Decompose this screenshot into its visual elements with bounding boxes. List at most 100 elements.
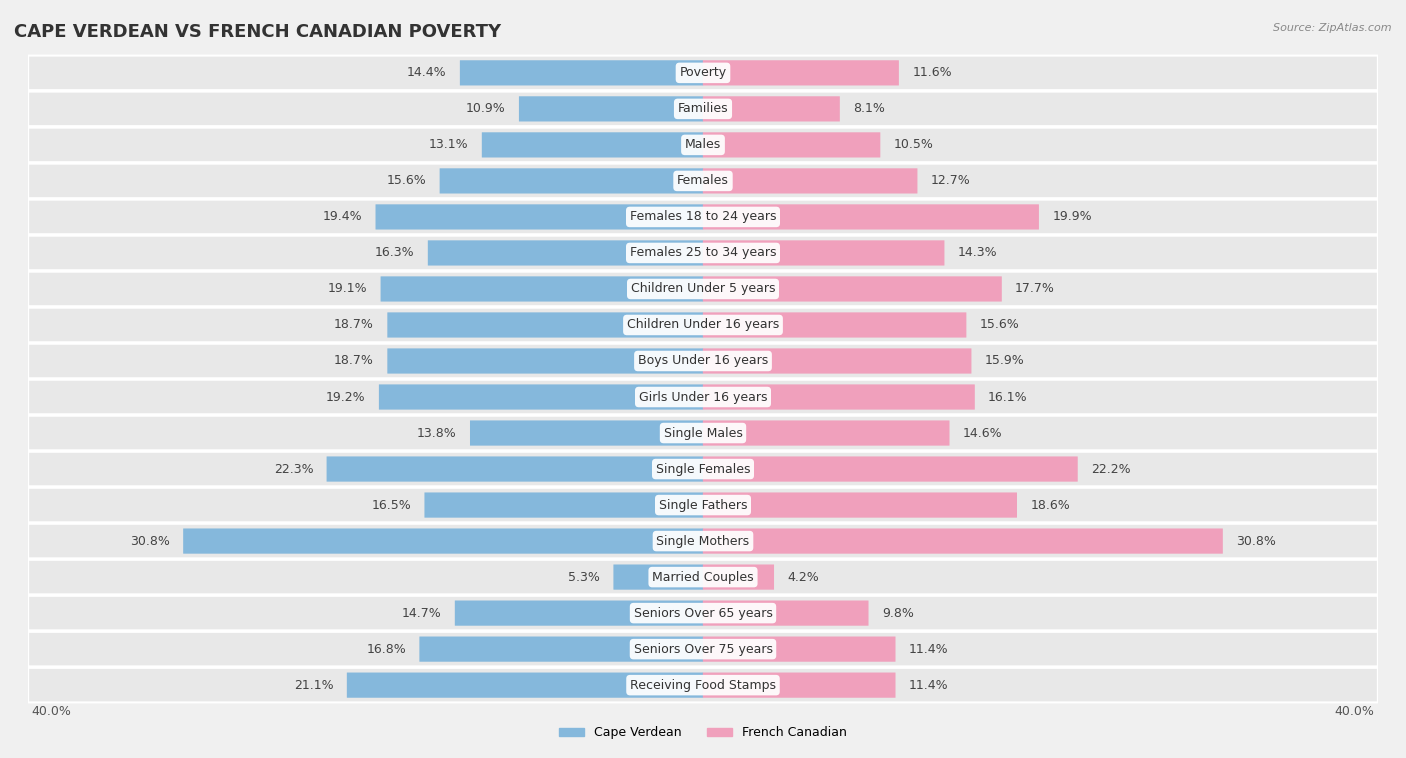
FancyBboxPatch shape <box>703 565 775 590</box>
Text: Families: Families <box>678 102 728 115</box>
Text: 16.5%: 16.5% <box>371 499 411 512</box>
FancyBboxPatch shape <box>613 565 703 590</box>
Text: Girls Under 16 years: Girls Under 16 years <box>638 390 768 403</box>
FancyBboxPatch shape <box>28 271 1378 306</box>
FancyBboxPatch shape <box>381 277 703 302</box>
FancyBboxPatch shape <box>28 92 1378 126</box>
FancyBboxPatch shape <box>482 133 703 158</box>
Text: 10.9%: 10.9% <box>465 102 506 115</box>
Text: Females 18 to 24 years: Females 18 to 24 years <box>630 211 776 224</box>
FancyBboxPatch shape <box>28 127 1378 162</box>
FancyBboxPatch shape <box>28 632 1378 666</box>
Text: 8.1%: 8.1% <box>853 102 884 115</box>
Text: 18.7%: 18.7% <box>335 355 374 368</box>
Text: Children Under 5 years: Children Under 5 years <box>631 283 775 296</box>
FancyBboxPatch shape <box>703 421 949 446</box>
Text: 19.2%: 19.2% <box>326 390 366 403</box>
Text: 13.1%: 13.1% <box>429 139 468 152</box>
Text: 17.7%: 17.7% <box>1015 283 1054 296</box>
Text: Single Females: Single Females <box>655 462 751 475</box>
FancyBboxPatch shape <box>28 452 1378 487</box>
Text: 40.0%: 40.0% <box>31 705 72 718</box>
FancyBboxPatch shape <box>28 487 1378 522</box>
FancyBboxPatch shape <box>703 493 1017 518</box>
FancyBboxPatch shape <box>28 524 1378 559</box>
FancyBboxPatch shape <box>440 168 703 193</box>
Text: Receiving Food Stamps: Receiving Food Stamps <box>630 678 776 691</box>
FancyBboxPatch shape <box>703 384 974 409</box>
Text: 40.0%: 40.0% <box>1334 705 1375 718</box>
Text: Single Fathers: Single Fathers <box>659 499 747 512</box>
FancyBboxPatch shape <box>28 55 1378 90</box>
FancyBboxPatch shape <box>28 415 1378 450</box>
FancyBboxPatch shape <box>183 528 703 553</box>
FancyBboxPatch shape <box>703 240 945 265</box>
Text: Children Under 16 years: Children Under 16 years <box>627 318 779 331</box>
Text: 15.9%: 15.9% <box>984 355 1025 368</box>
Text: 4.2%: 4.2% <box>787 571 820 584</box>
Text: Single Mothers: Single Mothers <box>657 534 749 547</box>
Text: Seniors Over 65 years: Seniors Over 65 years <box>634 606 772 619</box>
Text: Seniors Over 75 years: Seniors Over 75 years <box>634 643 772 656</box>
Text: 30.8%: 30.8% <box>129 534 170 547</box>
Text: Boys Under 16 years: Boys Under 16 years <box>638 355 768 368</box>
Text: 5.3%: 5.3% <box>568 571 600 584</box>
Text: 16.3%: 16.3% <box>375 246 415 259</box>
Text: 11.4%: 11.4% <box>908 678 949 691</box>
Text: 9.8%: 9.8% <box>882 606 914 619</box>
FancyBboxPatch shape <box>460 61 703 86</box>
FancyBboxPatch shape <box>28 164 1378 198</box>
Text: 14.3%: 14.3% <box>957 246 997 259</box>
Text: Poverty: Poverty <box>679 67 727 80</box>
FancyBboxPatch shape <box>387 312 703 337</box>
Text: 11.6%: 11.6% <box>912 67 952 80</box>
FancyBboxPatch shape <box>703 349 972 374</box>
Text: Married Couples: Married Couples <box>652 571 754 584</box>
Text: 12.7%: 12.7% <box>931 174 970 187</box>
FancyBboxPatch shape <box>703 312 966 337</box>
FancyBboxPatch shape <box>703 672 896 697</box>
Legend: Cape Verdean, French Canadian: Cape Verdean, French Canadian <box>554 722 852 744</box>
Text: 13.8%: 13.8% <box>418 427 457 440</box>
FancyBboxPatch shape <box>28 596 1378 631</box>
Text: 14.6%: 14.6% <box>963 427 1002 440</box>
Text: 22.3%: 22.3% <box>274 462 314 475</box>
Text: 19.1%: 19.1% <box>328 283 367 296</box>
Text: Males: Males <box>685 139 721 152</box>
FancyBboxPatch shape <box>425 493 703 518</box>
FancyBboxPatch shape <box>703 168 918 193</box>
FancyBboxPatch shape <box>419 637 703 662</box>
FancyBboxPatch shape <box>703 61 898 86</box>
Text: CAPE VERDEAN VS FRENCH CANADIAN POVERTY: CAPE VERDEAN VS FRENCH CANADIAN POVERTY <box>14 23 501 41</box>
FancyBboxPatch shape <box>28 343 1378 378</box>
FancyBboxPatch shape <box>519 96 703 121</box>
Text: 18.7%: 18.7% <box>335 318 374 331</box>
FancyBboxPatch shape <box>28 380 1378 415</box>
FancyBboxPatch shape <box>703 600 869 625</box>
FancyBboxPatch shape <box>427 240 703 265</box>
Text: 22.2%: 22.2% <box>1091 462 1130 475</box>
Text: 19.9%: 19.9% <box>1052 211 1092 224</box>
FancyBboxPatch shape <box>28 668 1378 703</box>
FancyBboxPatch shape <box>378 384 703 409</box>
Text: 30.8%: 30.8% <box>1236 534 1277 547</box>
Text: 19.4%: 19.4% <box>322 211 363 224</box>
FancyBboxPatch shape <box>703 205 1039 230</box>
FancyBboxPatch shape <box>375 205 703 230</box>
Text: 14.7%: 14.7% <box>402 606 441 619</box>
FancyBboxPatch shape <box>454 600 703 625</box>
Text: Single Males: Single Males <box>664 427 742 440</box>
FancyBboxPatch shape <box>326 456 703 481</box>
FancyBboxPatch shape <box>347 672 703 697</box>
FancyBboxPatch shape <box>703 133 880 158</box>
Text: 11.4%: 11.4% <box>908 643 949 656</box>
Text: Females 25 to 34 years: Females 25 to 34 years <box>630 246 776 259</box>
FancyBboxPatch shape <box>28 560 1378 594</box>
Text: 18.6%: 18.6% <box>1031 499 1070 512</box>
FancyBboxPatch shape <box>703 96 839 121</box>
Text: Source: ZipAtlas.com: Source: ZipAtlas.com <box>1274 23 1392 33</box>
Text: 16.8%: 16.8% <box>367 643 406 656</box>
FancyBboxPatch shape <box>387 349 703 374</box>
Text: 15.6%: 15.6% <box>387 174 426 187</box>
Text: Females: Females <box>678 174 728 187</box>
